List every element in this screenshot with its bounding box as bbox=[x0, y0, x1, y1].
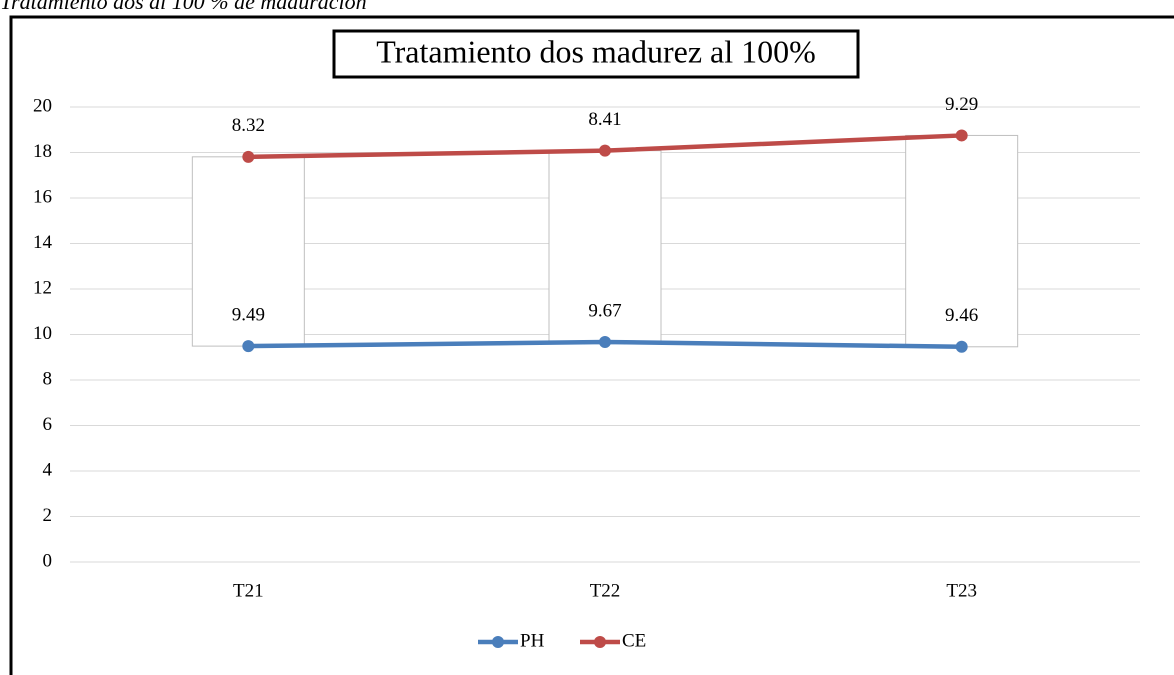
data-label: 8.41 bbox=[588, 109, 621, 130]
marker bbox=[955, 340, 968, 353]
y-tick-label: 18 bbox=[33, 141, 52, 162]
up-down-bar bbox=[548, 150, 662, 343]
legend-label: CE bbox=[622, 630, 646, 651]
y-tick-label: 14 bbox=[33, 232, 53, 253]
data-label: 9.29 bbox=[945, 94, 978, 115]
x-tick-label: T22 bbox=[590, 580, 621, 601]
data-label: 9.67 bbox=[588, 300, 621, 321]
chart-title: Tratamiento dos madurez al 100% bbox=[376, 33, 816, 69]
y-tick-label: 16 bbox=[33, 186, 52, 207]
y-tick-label: 6 bbox=[43, 414, 53, 435]
y-tick-label: 0 bbox=[43, 550, 53, 571]
y-tick-label: 20 bbox=[33, 95, 52, 116]
x-tick-label: T23 bbox=[946, 580, 977, 601]
y-tick-label: 12 bbox=[33, 277, 52, 298]
data-label: 9.46 bbox=[945, 305, 978, 326]
caption: Tratamiento dos al 100 % de maduración bbox=[0, 0, 367, 14]
y-tick-label: 2 bbox=[43, 505, 53, 526]
up-down-bar bbox=[905, 134, 1019, 348]
marker bbox=[955, 129, 968, 142]
legend-marker bbox=[492, 636, 504, 648]
legend-label: PH bbox=[520, 630, 545, 651]
data-label: 9.49 bbox=[232, 304, 265, 325]
legend-marker bbox=[594, 636, 606, 648]
y-tick-label: 4 bbox=[43, 459, 53, 480]
marker bbox=[242, 340, 255, 353]
y-tick-label: 8 bbox=[43, 368, 53, 389]
y-tick-label: 10 bbox=[33, 323, 52, 344]
marker bbox=[599, 336, 611, 349]
title-box bbox=[332, 29, 860, 79]
marker bbox=[599, 144, 611, 157]
x-tick-label: T21 bbox=[233, 580, 264, 601]
marker bbox=[242, 150, 255, 163]
data-label: 8.32 bbox=[232, 115, 265, 136]
